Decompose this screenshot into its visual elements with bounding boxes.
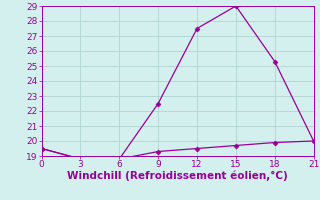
X-axis label: Windchill (Refroidissement éolien,°C): Windchill (Refroidissement éolien,°C) bbox=[67, 171, 288, 181]
